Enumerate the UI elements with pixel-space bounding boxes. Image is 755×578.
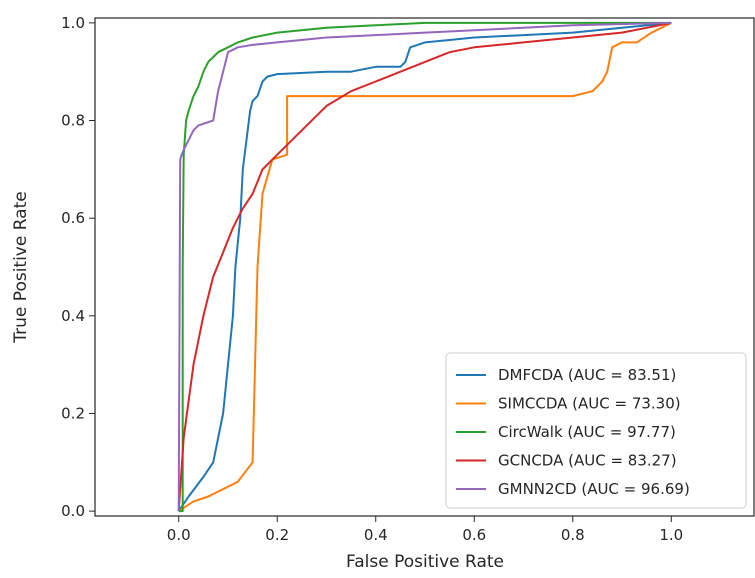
y-tick-label: 0.0	[61, 502, 85, 520]
legend-label: GCNCDA (AUC = 83.27)	[498, 452, 677, 470]
legend: DMFCDA (AUC = 83.51) SIMCCDA (AUC = 73.30…	[445, 352, 747, 509]
x-axis: 0.0 0.2 0.4 0.6 0.8 1.0	[167, 516, 683, 544]
roc-curve-3	[177, 21, 672, 512]
x-tick-label: 0.4	[364, 526, 388, 544]
plot-frame	[94, 17, 755, 517]
y-tick-label: 0.2	[61, 404, 85, 422]
legend-label: CircWalk (AUC = 97.77)	[498, 423, 676, 441]
x-tick-label: 0.0	[167, 526, 191, 544]
x-tick-label: 0.8	[561, 526, 585, 544]
y-tick-label: 0.4	[61, 307, 85, 325]
y-tick-label: 0.8	[61, 112, 85, 130]
y-axis-label: True Positive Rate	[11, 191, 31, 343]
legend-label: GMNN2CD (AUC = 96.69)	[498, 480, 690, 498]
roc-curve-2	[178, 21, 672, 513]
roc-curve-1	[178, 22, 672, 512]
y-tick-label: 1.0	[61, 14, 85, 32]
y-tick-label: 0.6	[61, 209, 85, 227]
roc-curve-0	[177, 21, 672, 512]
x-axis-label: False Positive Rate	[346, 552, 504, 572]
x-tick-label: 0.2	[265, 526, 289, 544]
legend-box	[445, 352, 747, 509]
x-tick-label: 0.6	[462, 526, 486, 544]
roc-curve-4	[177, 21, 672, 512]
legend-label: DMFCDA (AUC = 83.51)	[498, 366, 676, 384]
legend-label: SIMCCDA (AUC = 73.30)	[498, 395, 681, 413]
x-tick-label: 1.0	[659, 526, 683, 544]
series-layer	[177, 21, 672, 513]
y-axis: 0.0 0.2 0.4 0.6 0.8 1.0	[61, 14, 95, 520]
